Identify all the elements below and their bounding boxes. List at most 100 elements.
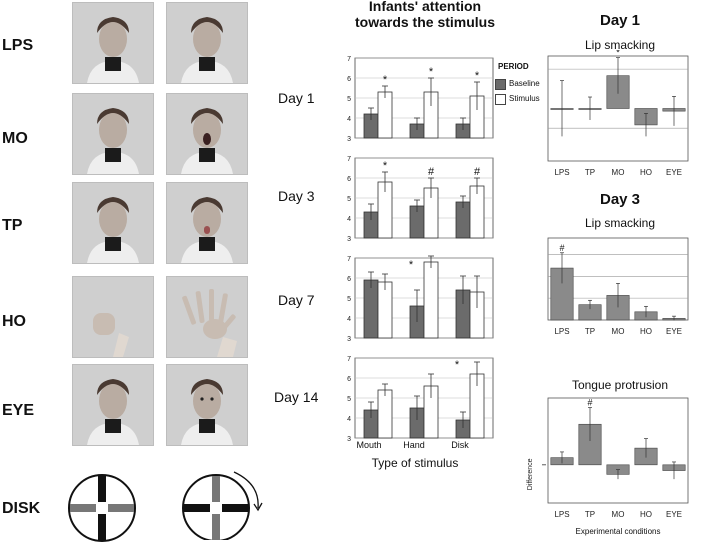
significance-marker: * <box>383 160 388 172</box>
significance-marker: # <box>428 166 435 178</box>
xtick-label: HO <box>640 168 652 177</box>
bar-stimulus-mouth <box>377 91 393 139</box>
xtick-label: TP <box>585 510 595 519</box>
xtick-label: MO <box>612 510 625 519</box>
disk-static-icon <box>68 474 136 542</box>
stimulus-photo-lps-neutral <box>72 2 154 84</box>
attention-day7-chart: 3 4 5 6 7 * <box>347 255 494 343</box>
bar-stimulus-mouth <box>377 389 393 439</box>
xtick-label: LPS <box>554 510 569 519</box>
significance-marker: # <box>559 243 564 253</box>
face-neutral-icon <box>87 17 139 83</box>
ytick-label: 5 <box>347 96 351 103</box>
right-day3-title: Day 3 <box>600 191 641 208</box>
significance-marker: * <box>475 70 480 82</box>
stimulus-photo-mo-action <box>166 93 248 175</box>
xtick-label: TP <box>585 327 595 336</box>
open-hand-icon <box>182 289 237 357</box>
xtick-label: TP <box>585 168 595 177</box>
ytick-label: 6 <box>347 176 351 183</box>
lip-smacking-day1-chart: LPS TP MO * HO EYE <box>547 50 689 177</box>
xtick-label: MO <box>612 327 625 336</box>
ytick-label: 6 <box>347 276 351 283</box>
lip-smacking-day3-chart: LPS # TP MO HO EYE <box>547 237 689 336</box>
attention-xlabel: Type of stimulus <box>371 456 459 470</box>
legend-baseline-swatch <box>495 79 506 90</box>
ytick-label: 7 <box>347 256 351 263</box>
significance-marker: * <box>616 50 620 58</box>
xtick-label: EYE <box>666 510 682 519</box>
ytick-label: 3 <box>347 136 351 143</box>
bar-baseline-mouth <box>363 279 379 339</box>
day-label-7: Day 7 <box>278 292 315 308</box>
lip-smacking-day3-title: Lip smacking <box>584 216 656 230</box>
legend-stimulus-swatch <box>495 94 506 105</box>
disk-rotating-icon <box>182 471 263 540</box>
plot-frame <box>547 397 689 504</box>
xtick-label: HO <box>640 327 652 336</box>
attention-day14-chart: 3 4 5 6 7 * <box>347 356 494 443</box>
ytick-label: 6 <box>347 376 351 383</box>
ytick-label: 5 <box>347 196 351 203</box>
stimulus-photo-tp-action <box>166 182 248 264</box>
face-eyes-open-icon <box>181 379 233 445</box>
face-neutral-icon <box>87 197 139 263</box>
stimulus-photo-mo-neutral <box>72 93 154 175</box>
right-day1-title: Day 1 <box>600 12 641 29</box>
closed-fist-icon <box>93 313 129 357</box>
xtick-mouth: Mouth <box>356 440 382 450</box>
bar-stimulus-hand <box>423 261 439 339</box>
significance-marker: * <box>455 359 460 371</box>
ytick-label: 4 <box>347 316 351 323</box>
ytick-label: 4 <box>347 416 351 423</box>
condition-label-eye: EYE <box>2 402 35 419</box>
condition-label-ho: HO <box>2 313 26 330</box>
ytick-label: 7 <box>347 156 351 163</box>
condition-label-lps: LPS <box>2 37 34 54</box>
face-tongue-protrusion-icon <box>181 197 233 263</box>
significance-marker: * <box>383 74 388 86</box>
ytick-label: 4 <box>347 116 351 123</box>
face-neutral-icon <box>87 108 139 174</box>
attention-title-line2: towards the stimulus <box>354 14 496 30</box>
face-eyes-closed-icon <box>87 379 139 445</box>
stimulus-photo-tp-neutral <box>72 182 154 264</box>
xtick-label: EYE <box>666 168 682 177</box>
attention-day3-chart: 3 4 5 6 7 * # # <box>347 156 494 243</box>
condition-label-disk: DISK <box>2 500 41 517</box>
ytick-label: 4 <box>347 216 351 223</box>
ytick-label: 7 <box>347 56 351 63</box>
xtick-label: LPS <box>554 327 569 336</box>
tongue-protrusion-title: Tongue protrusion <box>571 378 669 392</box>
ytick-label: 6 <box>347 76 351 83</box>
stimulus-photo-eye-neutral <box>72 364 154 446</box>
significance-marker: # <box>474 166 481 178</box>
xtick-hand: Hand <box>403 440 425 450</box>
condition-label-tp: TP <box>2 217 23 234</box>
legend-title: PERIOD <box>498 62 529 71</box>
xtick-label: EYE <box>666 327 682 336</box>
ytick-label: 3 <box>347 436 351 443</box>
stimulus-photo-ho-neutral <box>72 276 154 358</box>
attention-title-line1: Infants' attention <box>368 0 482 14</box>
day-label-3: Day 3 <box>278 188 315 204</box>
xtick-label: LPS <box>554 168 569 177</box>
stimulus-photo-lps-action <box>166 2 248 84</box>
significance-marker: # <box>587 398 592 408</box>
ytick-label: 3 <box>347 336 351 343</box>
attention-day1-chart: 3 4 5 6 7 * * * <box>347 56 494 143</box>
right-xlabel: Experimental conditions <box>575 527 661 536</box>
day-label-1: Day 1 <box>278 90 315 106</box>
significance-marker: * <box>429 66 434 78</box>
ylabel-difference: Difference <box>527 458 534 490</box>
lip-smacking-day1-title: Lip smacking <box>584 38 656 52</box>
face-mouth-opening-icon <box>181 108 233 174</box>
xtick-disk: Disk <box>451 440 469 450</box>
day-label-14: Day 14 <box>274 389 319 405</box>
stimulus-photo-eye-action <box>166 364 248 446</box>
tongue-protrusion-day3-chart: LPS TP # MO HO EYE Difference <box>527 397 689 519</box>
face-lip-smacking-icon <box>181 17 233 83</box>
xtick-label: HO <box>640 510 652 519</box>
condition-label-mo: MO <box>2 130 28 147</box>
ytick-label: 5 <box>347 396 351 403</box>
